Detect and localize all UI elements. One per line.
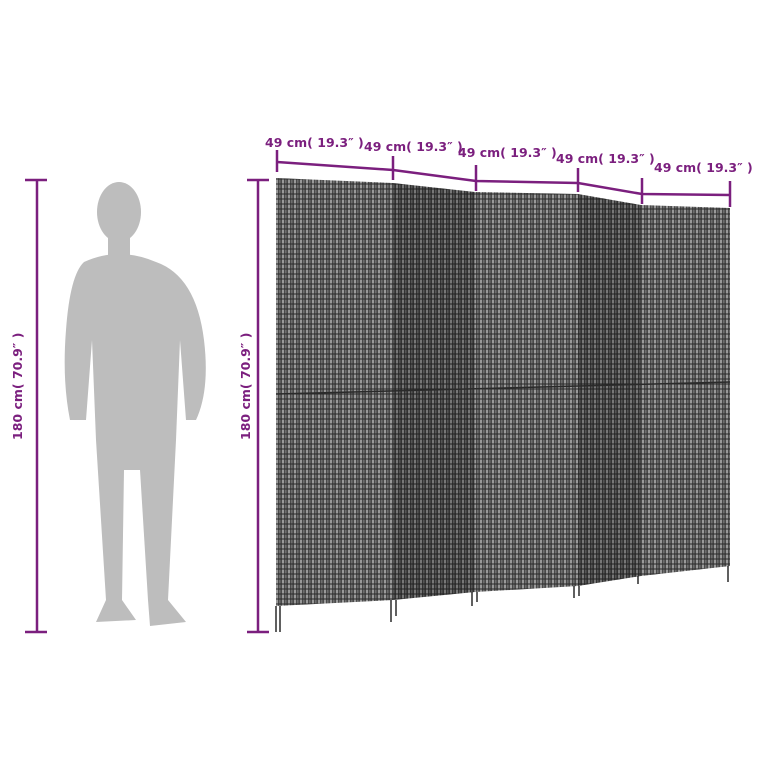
room-divider [275, 178, 731, 632]
width-label-3: 49 cm( 19.3″ ) [458, 145, 557, 160]
width-dimension [275, 150, 732, 207]
screen-height-label: 180 cm( 70.9″ ) [238, 333, 253, 440]
panel-4 [578, 194, 641, 586]
person-height-label: 180 cm( 70.9″ ) [10, 333, 25, 440]
person-height-dimension [25, 178, 47, 634]
panel-5 [641, 205, 730, 576]
width-label-4: 49 cm( 19.3″ ) [556, 151, 655, 166]
panel-3 [475, 192, 578, 592]
width-label-5: 49 cm( 19.3″ ) [654, 160, 753, 175]
screen-height-dimension [247, 178, 269, 634]
width-label-2: 49 cm( 19.3″ ) [364, 139, 463, 154]
panel-2 [393, 183, 475, 600]
person-silhouette-icon [64, 182, 206, 626]
width-label-1: 49 cm( 19.3″ ) [265, 135, 364, 150]
